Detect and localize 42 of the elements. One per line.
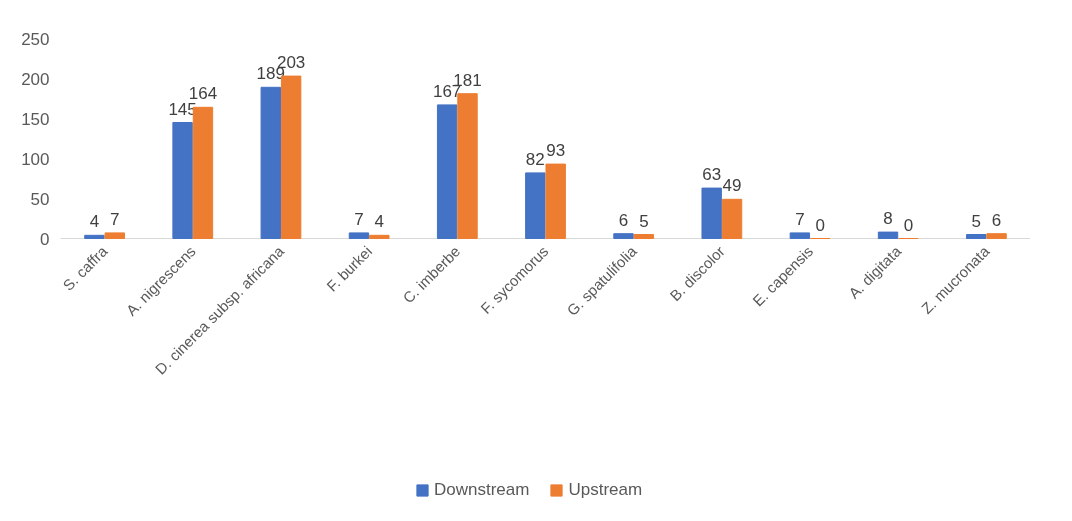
data-label: 0 [903,215,914,235]
bar [545,163,566,239]
data-label: 7 [795,209,805,229]
bar [966,234,987,239]
legend-label: Downstream [434,480,530,500]
bar [369,234,390,239]
bar [104,232,125,239]
bar [986,233,1007,239]
data-label: 164 [188,84,218,104]
bar [436,104,458,239]
data-label: 4 [374,212,385,232]
data-label: 6 [618,210,629,230]
data-label: 8 [883,209,893,229]
data-label: 5 [971,211,981,231]
data-label: 6 [991,210,1002,230]
data-label: 4 [89,212,100,232]
bar [172,122,193,239]
bar [877,231,899,239]
bar [789,232,811,239]
data-label: 49 [722,176,742,196]
data-label: 7 [354,209,364,229]
legend-label: Upstream [568,480,643,500]
y-tick-label: 50 [30,189,50,209]
data-label: 93 [546,141,566,161]
data-label: 7 [110,209,120,229]
bar [348,232,370,239]
bar [260,86,281,239]
data-label: 5 [639,211,649,231]
data-label: 63 [702,165,722,185]
bar [721,198,743,239]
bar [701,187,722,239]
bar [633,234,655,239]
y-tick-label: 200 [21,69,50,89]
y-tick-label: 100 [21,149,50,169]
data-label: 0 [815,215,825,235]
y-tick-label: 0 [40,229,50,249]
bar [525,172,546,239]
bar [613,233,634,239]
bar [84,234,105,239]
y-tick-label: 250 [21,29,50,49]
data-label: 82 [525,149,545,169]
y-tick-label: 150 [21,109,50,129]
